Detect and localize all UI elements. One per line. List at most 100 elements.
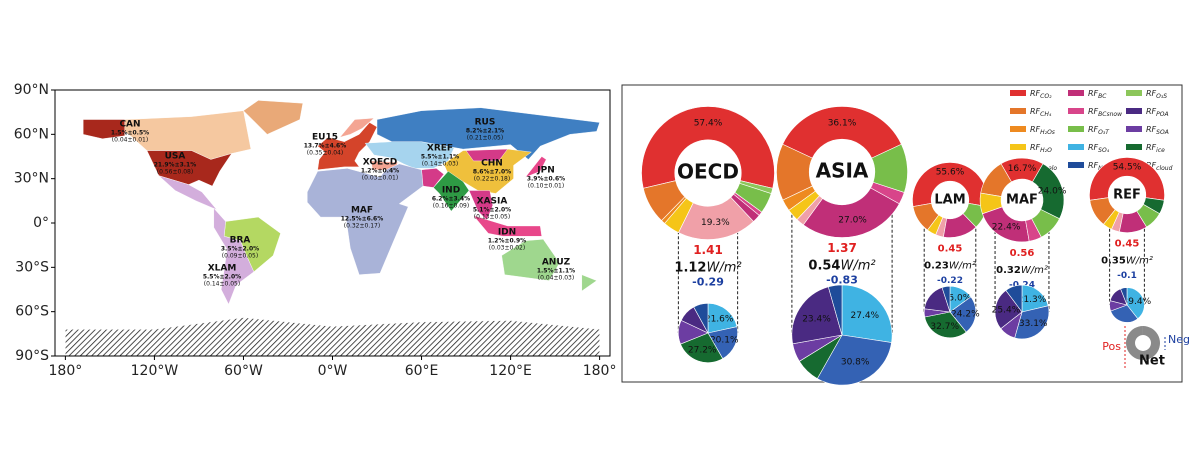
legend-label: RFBC: [1088, 89, 1107, 100]
pie-segment: [693, 303, 709, 334]
region-forcing: (0.21±0.05): [467, 135, 503, 142]
pie-label: 33.1%: [1019, 319, 1048, 329]
pie-segment: [816, 334, 892, 386]
key-negative: Neg: [1168, 333, 1190, 346]
ring-segment: [943, 213, 977, 238]
legend-label-main: RF: [1088, 89, 1099, 98]
legend-label: RFO₃S: [1146, 89, 1167, 100]
region-forcing: (0.14±0.05): [204, 281, 240, 288]
key-positive: Pos: [1102, 340, 1121, 353]
legend-label-main: RF: [1088, 161, 1099, 170]
legend-label: RFO₃T: [1088, 125, 1110, 136]
ring-segment: [1031, 208, 1060, 238]
legend-label-sub: ice: [1156, 147, 1165, 154]
net-unit: W/m²: [706, 260, 741, 275]
legend-label-main: RF: [1030, 125, 1041, 134]
y-tick-label: 90°N: [14, 82, 49, 98]
legend-label: RFSOA: [1146, 125, 1169, 136]
legend-swatch: [1010, 144, 1026, 150]
region-share: 5.5%±2.0%: [203, 274, 241, 281]
ring-label: 22.4%: [992, 223, 1021, 233]
pie-segment: [841, 284, 893, 343]
region-share: 1.2%±0.4%: [361, 168, 399, 175]
positive-value: 0.56: [1010, 248, 1035, 259]
region-share: 3.9%±0.6%: [527, 176, 565, 183]
region-share: 12.5%±6.6%: [341, 216, 383, 223]
region-forcing: (0.35±0.04): [307, 150, 343, 157]
legend-label: RFBCsnow: [1088, 107, 1122, 118]
pie-segment: [791, 286, 843, 345]
legend-label-sub: H₂Os: [1040, 129, 1055, 136]
legend-swatch: [1068, 126, 1084, 132]
region-name: JPN: [536, 166, 554, 176]
net-value: 0.32W/m²: [996, 265, 1048, 276]
region-shape: [501, 239, 560, 281]
net-value: 0.54W/m²: [808, 258, 875, 273]
legend-swatch: [1068, 144, 1084, 150]
region-shape: [468, 190, 493, 221]
negative-value: -0.1: [1117, 271, 1137, 281]
region-name: IDN: [498, 228, 516, 238]
pie-segment: [1110, 304, 1139, 323]
region-forcing: (0.09±0.05): [222, 253, 258, 260]
region-shape: [465, 148, 509, 162]
positive-value: 1.37: [827, 241, 857, 255]
pie-segment: [994, 289, 1023, 330]
x-tick-label: 180°: [583, 363, 617, 379]
region-forcing: (0.13±0.05): [474, 214, 510, 221]
pie-segment: [1126, 287, 1145, 320]
negative-value: -0.22: [937, 276, 963, 286]
legend-label-main: RF: [1088, 143, 1099, 152]
legend-swatch: [1068, 162, 1084, 168]
net-unit: W/m²: [1126, 256, 1153, 267]
ring-label: 16.7%: [1008, 164, 1037, 174]
ring-segment: [664, 197, 694, 234]
legend-label-main: RF: [1030, 89, 1041, 98]
ring-label: 24.0%: [1038, 186, 1067, 196]
ring-segment: [1136, 203, 1161, 228]
region-forcing: (0.14±0.03): [422, 161, 458, 168]
panel-name: REF: [1113, 188, 1141, 203]
region-forcing: (0.04±0.01): [112, 137, 148, 144]
region-name: IND: [442, 186, 460, 196]
legend-swatch: [1126, 144, 1142, 150]
region-share: 1.2%±0.9%: [488, 238, 526, 245]
region-shape: [524, 156, 547, 178]
pie-segment: [941, 285, 951, 313]
positive-value: 0.45: [1115, 239, 1140, 250]
region-shape: [158, 175, 217, 210]
pie-label: 27.2%: [688, 345, 717, 355]
panel-name: ASIA: [816, 159, 869, 183]
ring-segment: [870, 181, 905, 205]
x-tick-label: 60°W: [224, 363, 263, 379]
net-value: 0.35W/m²: [1101, 256, 1153, 267]
ring-segment: [788, 190, 820, 221]
legend-label-main: RF: [1088, 125, 1099, 134]
panel-name: MAF: [1006, 193, 1038, 208]
x-tick-label: 180°: [49, 363, 83, 379]
ring-label: 54.5%: [1113, 162, 1142, 172]
region-forcing: (0.16±0.09): [433, 203, 469, 210]
pie-label: 21.6%: [705, 315, 734, 325]
ring-segment: [641, 106, 775, 189]
region-forcing: (0.03±0.02): [489, 245, 525, 252]
ring-label: 55.6%: [936, 167, 965, 177]
legend-swatch: [1126, 90, 1142, 96]
net-number: 1.12: [674, 260, 706, 275]
ring-segment: [927, 214, 944, 236]
region-forcing: (0.03±0.01): [362, 175, 398, 182]
region-share: 5.1%±2.0%: [473, 207, 511, 214]
greenland: [243, 100, 304, 135]
region-share: 8.6%±7.0%: [473, 169, 511, 176]
region-shape: [339, 117, 375, 138]
y-tick-label: 60°S: [15, 304, 49, 320]
ring-segment: [935, 216, 948, 238]
pie-segment: [924, 311, 967, 339]
legend-label-main: RF: [1146, 89, 1157, 98]
legend-label: RFSO₄: [1088, 143, 1110, 154]
region-share: 1.5%±0.5%: [111, 130, 149, 137]
pie-label: 20.1%: [710, 336, 739, 346]
legend-label: RFH₂Os: [1030, 125, 1055, 136]
region-name: RUS: [475, 118, 496, 128]
